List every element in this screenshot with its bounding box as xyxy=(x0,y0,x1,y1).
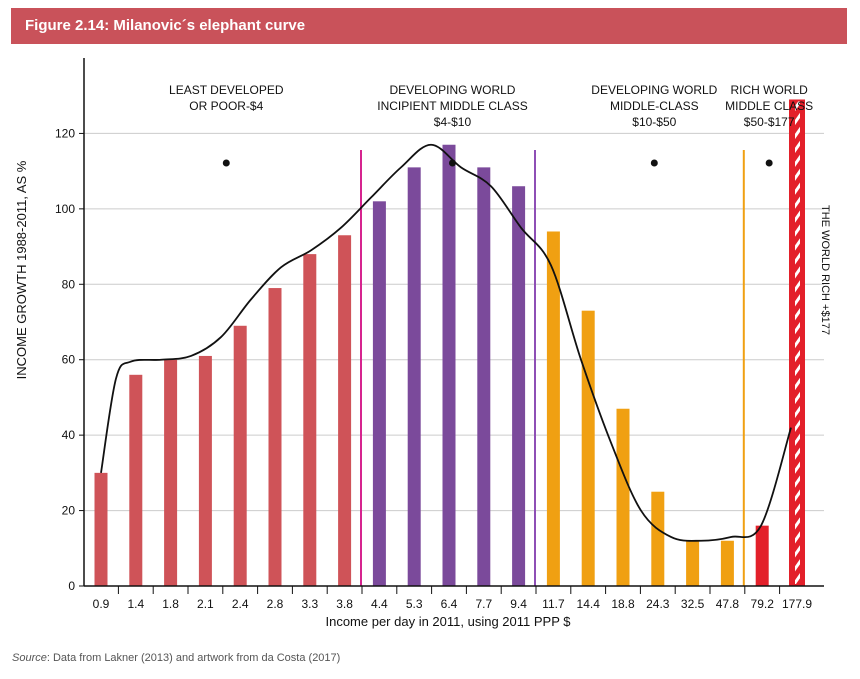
x-tick-label-2.8: 2.8 xyxy=(267,597,284,611)
bar-2.8 xyxy=(268,288,282,586)
annotation-marker-0 xyxy=(222,159,230,167)
group-dividers xyxy=(360,150,745,586)
x-tick-label-79.2: 79.2 xyxy=(751,597,775,611)
elephant-curve-line xyxy=(100,143,792,542)
x-tick-label-4.4: 4.4 xyxy=(371,597,388,611)
bar-stripe-177.9 xyxy=(795,101,800,584)
annotation-1-line-2: $4-$10 xyxy=(434,115,472,129)
source-note: Source: Data from Lakner (2013) and artw… xyxy=(12,652,340,664)
x-tick-label-9.4: 9.4 xyxy=(510,597,527,611)
annotation-3-line-2: $50-$177 xyxy=(744,115,795,129)
y-tick-label-40: 40 xyxy=(62,428,76,442)
x-tick-label-47.8: 47.8 xyxy=(716,597,740,611)
x-tick-label-6.4: 6.4 xyxy=(441,597,458,611)
annotation-marker-2 xyxy=(650,159,658,167)
bar-1.4 xyxy=(129,374,143,586)
y-tick-label-0: 0 xyxy=(68,579,75,593)
bar-18.8 xyxy=(616,408,630,586)
bar-11.7 xyxy=(546,231,560,586)
bar-47.8 xyxy=(720,540,734,586)
y-tick-label-60: 60 xyxy=(62,353,76,367)
x-axis-label: Income per day in 2011, using 2011 PPP $ xyxy=(325,614,571,629)
annotation-3-line-1: MIDDLE CLASS xyxy=(725,99,813,113)
x-tick-label-14.4: 14.4 xyxy=(577,597,601,611)
bar-6.4 xyxy=(442,144,456,586)
y-tick-label-80: 80 xyxy=(62,277,76,291)
bar-3.8 xyxy=(338,235,352,586)
bar-0.9 xyxy=(94,472,108,586)
x-tick-label-32.5: 32.5 xyxy=(681,597,705,611)
annotation-marker-3 xyxy=(765,159,773,167)
axes: 0 20 40 60 80 100 120 0.9 1.4 1.8 2.1 2.4 2.8 3.3 3.8 4… xyxy=(55,58,824,611)
bar-1.8 xyxy=(164,359,178,586)
bar-14.4 xyxy=(581,310,595,586)
x-tick-label-2.4: 2.4 xyxy=(232,597,249,611)
y-tick-label-20: 20 xyxy=(62,504,76,518)
y-axis-label: INCOME GROWTH 1988-2011, AS % xyxy=(14,160,29,379)
bar-4.4 xyxy=(372,201,386,587)
x-tick-label-1.4: 1.4 xyxy=(127,597,144,611)
x-tick-label-7.7: 7.7 xyxy=(475,597,492,611)
y-tick-label-100: 100 xyxy=(55,202,75,216)
bars xyxy=(94,99,805,587)
bar-24.3 xyxy=(651,491,665,586)
annotation-0-line-0: LEAST DEVELOPED xyxy=(169,83,284,97)
world-rich-label: THE WORLD RICH +$177 xyxy=(819,205,831,335)
annotation-1-line-1: INCIPIENT MIDDLE CLASS xyxy=(377,99,527,113)
source-label: Source xyxy=(12,652,47,664)
x-tick-label-1.8: 1.8 xyxy=(162,597,179,611)
annotation-0-line-1: OR POOR-$4 xyxy=(189,99,263,113)
x-tick-label-3.8: 3.8 xyxy=(336,597,353,611)
bar-32.5 xyxy=(686,540,700,586)
bar-9.4 xyxy=(512,186,526,586)
group-annotations: LEAST DEVELOPED OR POOR-$4 DEVELOPING WORL… xyxy=(169,83,813,167)
annotation-2-line-1: MIDDLE-CLASS xyxy=(610,99,699,113)
bar-2.1 xyxy=(198,355,212,586)
bar-3.3 xyxy=(303,254,317,586)
x-tick-label-11.7: 11.7 xyxy=(542,597,565,611)
x-tick-label-18.8: 18.8 xyxy=(611,597,635,611)
bar-7.7 xyxy=(477,167,491,586)
annotation-3-line-0: RICH WORLD xyxy=(730,83,808,97)
annotation-marker-1 xyxy=(448,159,456,167)
source-text: : Data from Lakner (2013) and artwork fr… xyxy=(46,652,341,664)
x-tick-label-5.3: 5.3 xyxy=(406,597,423,611)
x-tick-label-2.1: 2.1 xyxy=(197,597,214,611)
y-tick-label-120: 120 xyxy=(55,126,75,140)
annotation-2-line-2: $10-$50 xyxy=(632,115,676,129)
x-tick-label-24.3: 24.3 xyxy=(646,597,670,611)
bar-5.3 xyxy=(407,167,421,586)
bar-79.2 xyxy=(755,525,769,586)
bar-2.4 xyxy=(233,325,247,586)
x-tick-label-177.9: 177.9 xyxy=(782,597,812,611)
figure-banner: Figure 2.14: Milanovic´s elephant curve xyxy=(11,8,847,44)
annotation-1-line-0: DEVELOPING WORLD xyxy=(389,83,515,97)
annotation-2-line-0: DEVELOPING WORLD xyxy=(591,83,717,97)
x-tick-label-3.3: 3.3 xyxy=(301,597,318,611)
x-tick-label-0.9: 0.9 xyxy=(93,597,110,611)
figure-title: Figure 2.14: Milanovic´s elephant curve xyxy=(25,17,306,34)
